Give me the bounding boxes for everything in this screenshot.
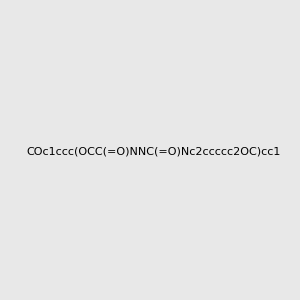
Text: COc1ccc(OCC(=O)NNC(=O)Nc2ccccc2OC)cc1: COc1ccc(OCC(=O)NNC(=O)Nc2ccccc2OC)cc1 — [27, 146, 281, 157]
